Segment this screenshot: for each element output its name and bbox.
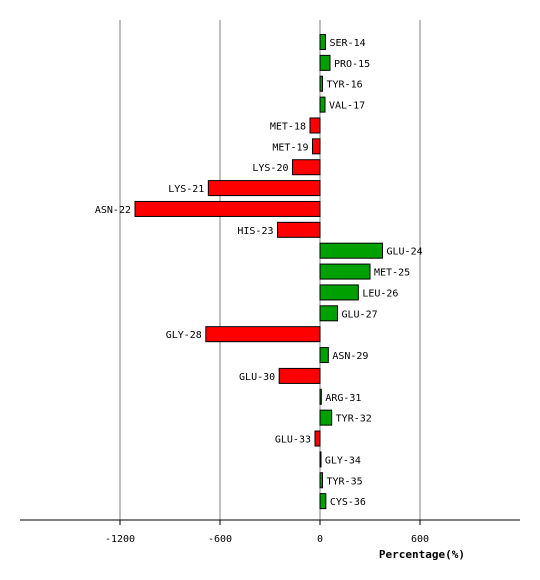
bar xyxy=(319,242,383,259)
bar-label: MET-18 xyxy=(270,121,306,132)
bar-label: ASN-29 xyxy=(332,351,368,362)
bar-label: GLU-33 xyxy=(275,435,311,446)
bar xyxy=(319,54,331,71)
bar xyxy=(319,284,359,301)
bar xyxy=(292,159,321,176)
bar xyxy=(319,75,323,92)
bar xyxy=(319,305,338,322)
bar-label: PRO-15 xyxy=(334,59,370,70)
bar-label: HIS-23 xyxy=(237,226,273,237)
bar-label: ASN-22 xyxy=(95,205,131,216)
bar xyxy=(319,493,327,510)
bar xyxy=(277,221,321,238)
bar-label: TYR-16 xyxy=(327,80,363,91)
bar xyxy=(319,472,323,489)
x-ticks: -1200 -600 0 600 xyxy=(105,520,429,545)
bar xyxy=(134,200,321,217)
bar-label: GLU-24 xyxy=(387,247,423,258)
bar xyxy=(319,409,333,426)
bar-label: SER-14 xyxy=(330,38,366,49)
bar xyxy=(314,430,321,447)
bar-label: GLY-28 xyxy=(166,330,202,341)
bar xyxy=(309,117,321,134)
bar xyxy=(319,451,322,468)
bar-label: MET-25 xyxy=(374,268,410,279)
bar-label: LYS-21 xyxy=(168,184,204,195)
bar-label: TYR-35 xyxy=(327,476,363,487)
bar-label: GLU-27 xyxy=(342,309,378,320)
bar-label: GLY-34 xyxy=(325,455,361,466)
x-tick-label: 600 xyxy=(411,534,429,545)
bar-label: LYS-20 xyxy=(252,163,288,174)
bar-label: MET-19 xyxy=(272,142,308,153)
bars xyxy=(134,34,383,510)
x-tick-label: -600 xyxy=(208,534,232,545)
x-axis-title: Percentage(%) xyxy=(379,548,465,561)
bar xyxy=(207,180,321,197)
bar xyxy=(312,138,321,155)
bar-label: ARG-31 xyxy=(325,393,361,404)
x-tick-label: -1200 xyxy=(105,534,135,545)
bar-label: LEU-26 xyxy=(362,288,398,299)
bar xyxy=(278,367,321,384)
bar xyxy=(319,96,326,113)
bar xyxy=(319,263,371,280)
bar-label: TYR-32 xyxy=(336,414,372,425)
bar-label: VAL-17 xyxy=(329,101,365,112)
x-tick-label: 0 xyxy=(317,534,323,545)
bar-label: CYS-36 xyxy=(330,497,366,508)
bar xyxy=(319,388,322,405)
bar xyxy=(319,34,326,50)
bar xyxy=(319,347,329,364)
bar xyxy=(205,326,321,343)
bar-label: GLU-30 xyxy=(239,372,275,383)
bar-labels: SER-14 PRO-15 TYR-16 VAL-17 MET-18 MET-19 LYS-… xyxy=(95,38,423,508)
